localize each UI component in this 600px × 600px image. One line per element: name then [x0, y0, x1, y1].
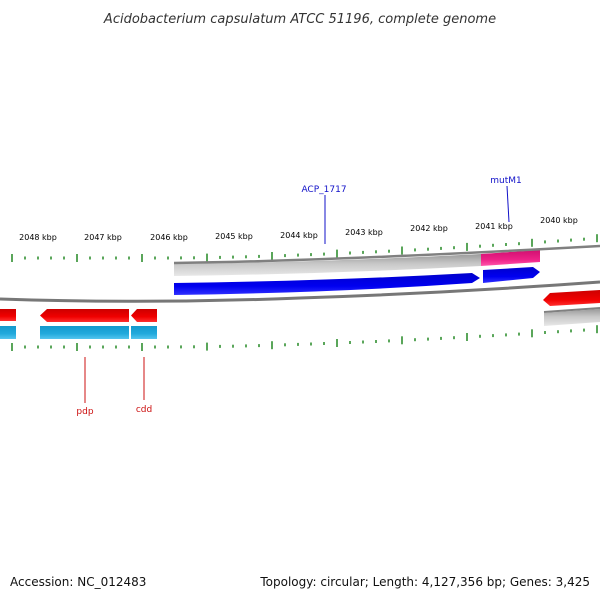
- forward-track-outline: [173, 244, 600, 265]
- cds-reverse-right-edge[interactable]: [543, 290, 600, 306]
- scale-label-2045: 2045 kbp: [215, 232, 253, 241]
- scale-label-2047: 2047 kbp: [84, 233, 122, 242]
- cds-reverse-left-edge[interactable]: [0, 309, 16, 321]
- scale-label-2041: 2041 kbp: [475, 222, 513, 231]
- gene-label-pdp[interactable]: pdp: [76, 407, 93, 417]
- scale-label-2046: 2046 kbp: [150, 233, 188, 242]
- cds-reverse-cdd[interactable]: [131, 309, 157, 322]
- gene-bar-forward[interactable]: [174, 254, 481, 276]
- accession-text: Accession: NC_012483: [10, 575, 146, 589]
- gene-label-ACP-1717[interactable]: ACP_1717: [301, 185, 346, 195]
- scale-label-2043: 2043 kbp: [345, 228, 383, 237]
- gene-bar-reverse-cdd[interactable]: [131, 326, 157, 339]
- scale-label-2042: 2042 kbp: [410, 224, 448, 233]
- scale-label-2044: 2044 kbp: [280, 231, 318, 240]
- gene-bar-reverse-pdp[interactable]: [40, 326, 129, 339]
- reverse-track-outline: [543, 307, 600, 313]
- gene-bar-reverse-right-edge[interactable]: [544, 309, 600, 326]
- cds-forward-ACP-1717[interactable]: [174, 273, 480, 295]
- gene-bar-reverse-left-edge[interactable]: [0, 326, 16, 339]
- leader-line-mutM1: [506, 185, 510, 223]
- genome-summary-text: Topology: circular; Length: 4,127,356 bp…: [259, 575, 590, 589]
- cds-reverse-pdp[interactable]: [40, 309, 129, 322]
- gene-label-mutM1[interactable]: mutM1: [490, 176, 522, 186]
- scale-label-2040: 2040 kbp: [540, 216, 578, 225]
- upper-tick-marks: [11, 234, 598, 262]
- gene-label-cdd[interactable]: cdd: [136, 405, 152, 415]
- genome-backbone: [0, 280, 600, 303]
- map-title: Acidobacterium capsulatum ATCC 51196, co…: [103, 12, 496, 27]
- scale-label-2048: 2048 kbp: [19, 233, 57, 242]
- cds-forward-mutM1[interactable]: [483, 267, 540, 283]
- lower-tick-marks: [11, 325, 598, 351]
- gene-bar-rna-mutM1[interactable]: [481, 250, 540, 266]
